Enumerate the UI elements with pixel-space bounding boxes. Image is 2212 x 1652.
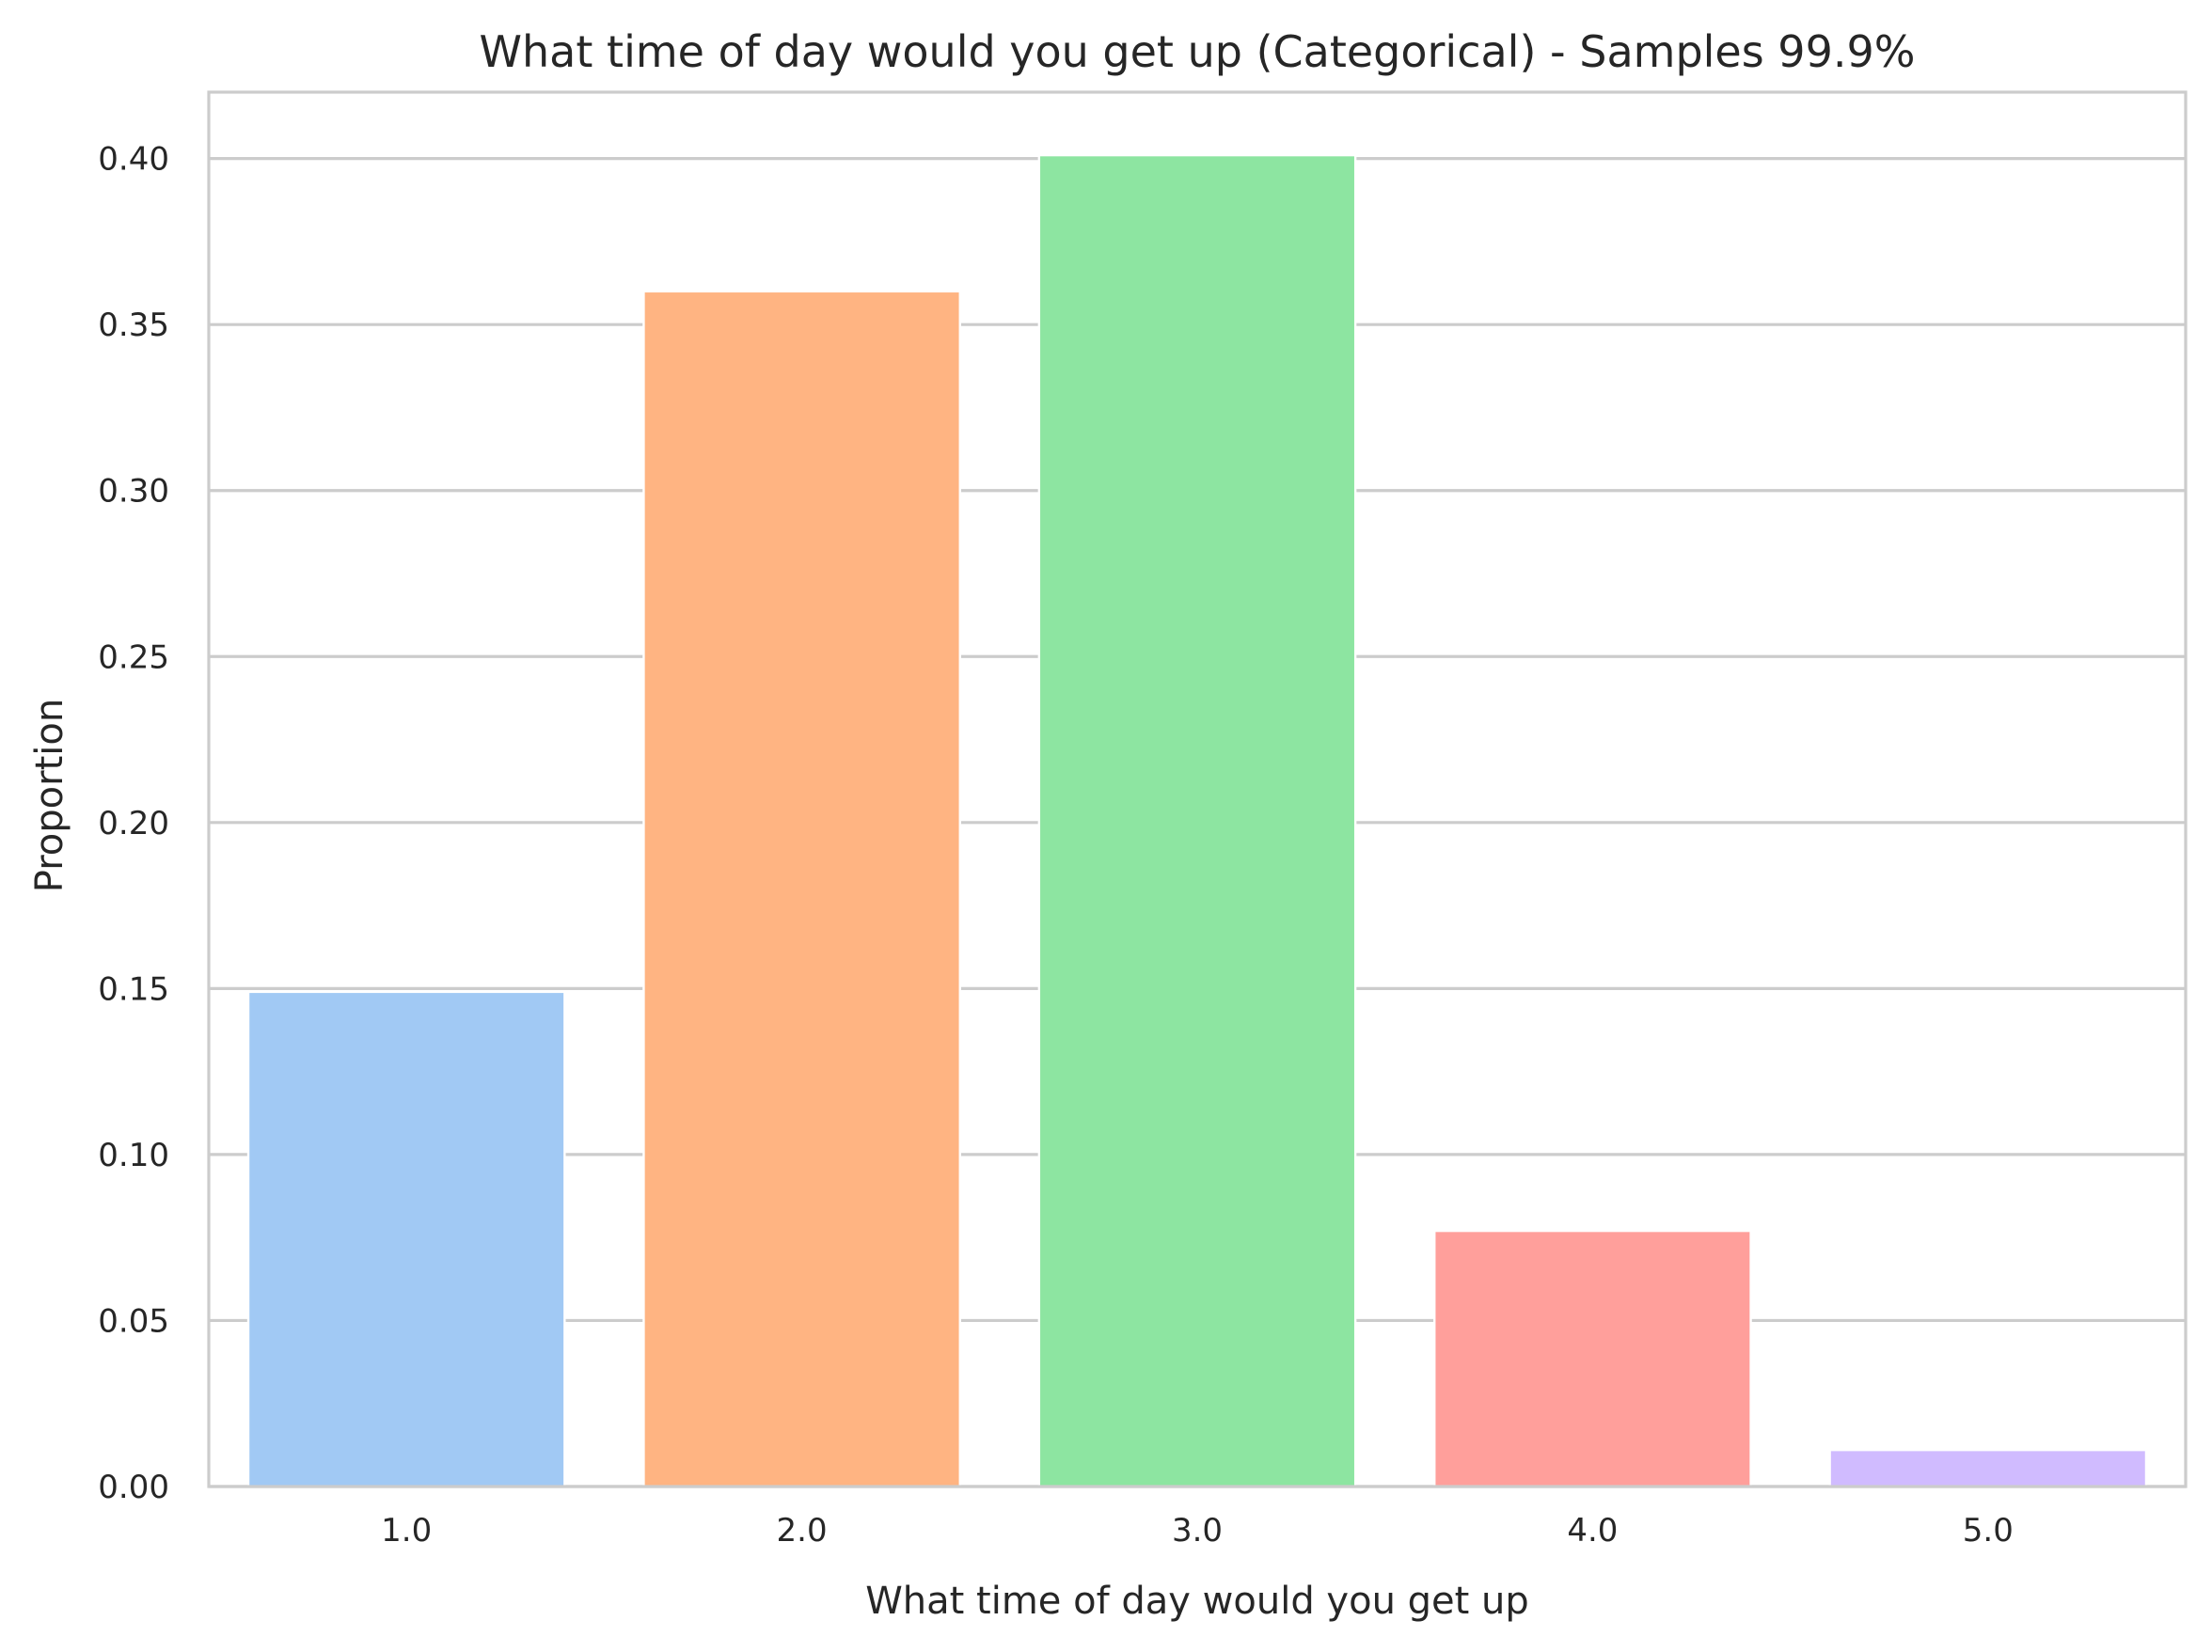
x-tick-labels: 1.0 2.0 3.0 4.0 5.0	[381, 1512, 2014, 1550]
y-axis-label: Proportion	[28, 699, 71, 892]
y-tick-label: 0.00	[98, 1469, 169, 1506]
x-tick-label: 3.0	[1172, 1512, 1223, 1550]
x-tick-label: 4.0	[1567, 1512, 1618, 1550]
y-tick-label: 0.10	[98, 1137, 169, 1174]
y-tick-label: 0.40	[98, 141, 169, 179]
bar-5.0	[1828, 1448, 2148, 1488]
bar-3.0	[1037, 153, 1357, 1488]
bar-1.0	[246, 990, 566, 1488]
x-tick-label: 1.0	[381, 1512, 432, 1550]
y-tick-label: 0.35	[98, 307, 169, 344]
x-tick-label: 5.0	[1963, 1512, 2014, 1550]
y-tick-labels: 0.00 0.05 0.10 0.15 0.20 0.25 0.30 0.35 0.40	[98, 141, 169, 1506]
plot-frame	[207, 90, 2188, 1488]
chart-title: What time of day would you get up (Categ…	[480, 26, 1916, 77]
x-axis-label: What time of day would you get up	[865, 1580, 1529, 1623]
y-tick-label: 0.25	[98, 638, 169, 676]
bars	[246, 153, 2148, 1488]
y-tick-label: 0.30	[98, 473, 169, 511]
bar-4.0	[1433, 1229, 1752, 1488]
x-tick-label: 2.0	[777, 1512, 828, 1550]
bar-2.0	[642, 290, 961, 1488]
y-tick-label: 0.05	[98, 1302, 169, 1340]
y-tick-label: 0.20	[98, 805, 169, 842]
y-tick-label: 0.15	[98, 970, 169, 1008]
